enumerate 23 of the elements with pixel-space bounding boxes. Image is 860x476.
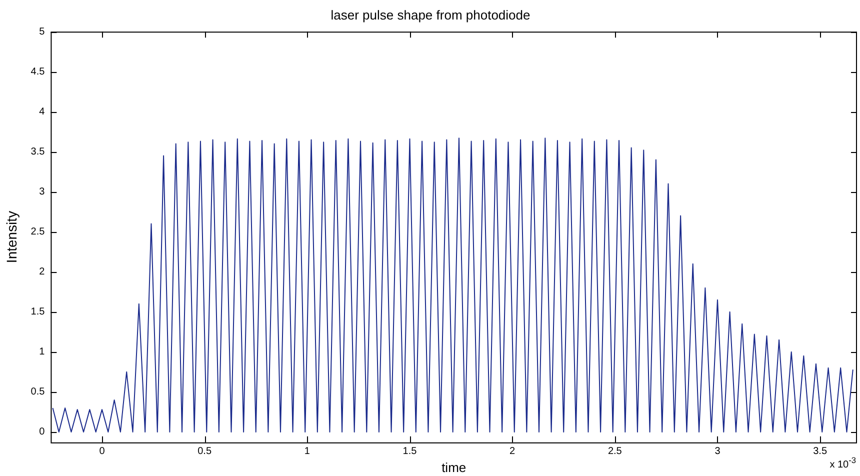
y-tick-label: 2.5 xyxy=(30,226,46,238)
y-tick-label: 4.5 xyxy=(30,66,46,78)
text: x 10$^{-3}$ xyxy=(830,455,856,470)
y-tick-label: 1 xyxy=(39,346,46,358)
y-tick-label: 3.5 xyxy=(30,146,46,158)
y-tick-label: 3 xyxy=(39,186,46,198)
y-axis-title: Intensity xyxy=(3,210,20,264)
y-tick-label: 4 xyxy=(39,106,46,118)
y-tick-label: 1.5 xyxy=(30,306,46,318)
x-tick-label: 0.5 xyxy=(198,446,212,458)
x-tick-label: 3.5 xyxy=(813,446,828,458)
x-tick-label: 0 xyxy=(99,446,106,458)
x-tick-label: 2.5 xyxy=(608,446,622,458)
x-tick-label: 1 xyxy=(304,446,310,458)
x-axis-title: time xyxy=(442,460,466,475)
x-tick-label: 2 xyxy=(510,446,516,458)
x-tick-label: 1.5 xyxy=(402,446,418,458)
chart-title: laser pulse shape from photodiode xyxy=(330,7,530,22)
y-tick-label: 0 xyxy=(39,426,46,438)
x-tick-label: 3 xyxy=(714,446,721,458)
y-tick-label: 2 xyxy=(39,266,46,278)
y-tick-label: 0.5 xyxy=(30,386,46,398)
y-tick-label: 5 xyxy=(39,26,46,38)
